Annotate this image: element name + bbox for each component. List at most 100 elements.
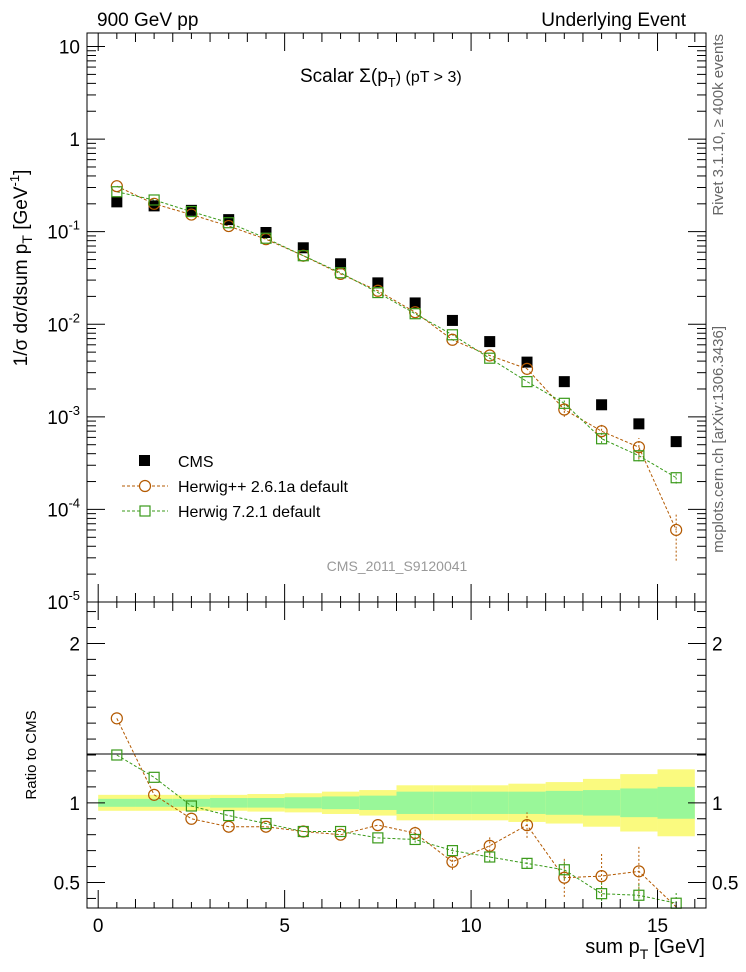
x-tick-label: 0 — [93, 916, 104, 937]
legend-label-cms: CMS — [178, 454, 214, 471]
legend-marker-herwig-pp — [138, 479, 152, 493]
cms-point — [148, 200, 160, 212]
herwig-pp-ratio-point — [185, 812, 198, 825]
band-inner-segment — [247, 798, 285, 808]
cms-point — [223, 214, 235, 226]
mcplots-label: mcplots.cern.ch [arXiv:1306.3436] — [710, 326, 727, 553]
y-tick-label: 10-4 — [47, 495, 80, 521]
herwig7-ratio-point — [633, 889, 645, 901]
herwig-pp-ratio-line — [116, 718, 677, 908]
main-panel: 10-5 10-4 10-3 10-2 10-1 1 10 Scalar Σ(pT) (pT… — [7, 32, 707, 614]
herwig7-line — [116, 191, 677, 479]
cms-point — [185, 204, 197, 216]
cms-point — [409, 297, 421, 309]
cms-point — [297, 242, 309, 254]
band-inner-segment — [210, 798, 248, 808]
band-inner-segment — [359, 795, 397, 810]
herwig-pp-point — [520, 362, 534, 375]
herwig7-ratio-point — [223, 809, 235, 822]
herwig7-point — [334, 267, 347, 279]
legend-item-herwig-pp: Herwig++ 2.6.1a default — [122, 479, 348, 496]
herwig7-point — [185, 205, 198, 218]
herwig-pp-point — [558, 403, 571, 416]
y-tick-label: 10-2 — [47, 310, 80, 336]
ratio-y-tick-label: 2 — [69, 634, 80, 655]
main-y-axis-label: 1/σ dσ/dsum pT [GeV-1] — [7, 170, 35, 367]
x-tick-label: 5 — [279, 916, 290, 937]
cms-point — [558, 376, 570, 388]
herwig-pp-ratio-point — [148, 788, 161, 801]
band-inner-segment — [172, 798, 211, 807]
herwig-pp-ratio-point — [446, 855, 459, 868]
ratio-frame — [86, 601, 707, 909]
ratio-y-tick-label: 0.5 — [54, 874, 80, 895]
herwig7-ratio-point — [185, 800, 198, 812]
header-right-label: Underlying Event — [541, 10, 686, 31]
herwig7-ratio-point — [558, 864, 570, 876]
header-left-label: 900 GeV pp — [97, 10, 198, 31]
y-tick-label: 10-1 — [47, 218, 80, 244]
y-tick-label: 10 — [59, 38, 80, 59]
herwig-pp-point — [595, 425, 608, 438]
band-inner-segment — [508, 791, 546, 814]
herwig-pp-ratio-point — [222, 820, 235, 833]
herwig7-ratio-point — [484, 851, 496, 863]
herwig-pp-ratio-point — [110, 712, 123, 725]
main-marks-layer — [110, 180, 683, 561]
ratio-y-axis-label: Ratio to CMS — [23, 710, 40, 799]
herwig-pp-ratio-point — [520, 819, 534, 832]
herwig7-point — [558, 397, 570, 409]
herwig7-point — [297, 250, 309, 262]
main-title: Scalar Σ(pT) (pT > 3) — [300, 66, 462, 90]
band-inner-segment — [284, 797, 322, 809]
herwig7-ratio-point — [111, 749, 123, 761]
cms-point — [670, 436, 682, 448]
ratio-marks-layer — [110, 712, 682, 909]
ratio-y-tick-label-right: 1 — [712, 794, 723, 815]
herwig-pp-ratio-point — [371, 819, 384, 832]
ratio-y-tick-label-right: 0.5 — [712, 874, 738, 895]
herwig7-point — [521, 376, 533, 388]
herwig7-point — [670, 472, 682, 484]
herwig7-ratio-point — [446, 845, 459, 857]
x-tick-label: 10 — [461, 916, 482, 937]
legend: CMS Herwig++ 2.6.1a default Herwig 7.2.1… — [122, 454, 348, 521]
cms-point — [484, 336, 496, 348]
herwig7-ratio-point — [372, 832, 384, 844]
cms-point — [521, 356, 533, 368]
band-inner-segment — [582, 790, 621, 816]
herwig7-point — [111, 186, 123, 198]
ratio-panel: 0.5 0.5 1 1 2 2 0 5 10 15 Ratio to CMS sum pT [Ge… — [23, 601, 738, 962]
ratio-y-tick-label: 1 — [69, 794, 80, 815]
cms-point — [260, 226, 272, 238]
y-tick-label: 1 — [69, 130, 80, 151]
herwig7-point — [484, 352, 496, 364]
herwig7-ratio-point — [409, 833, 421, 846]
band-inner-segment — [471, 791, 509, 814]
herwig7-point — [446, 329, 459, 341]
legend-item-cms: CMS — [139, 454, 214, 471]
herwig7-point — [223, 217, 235, 229]
x-axis-label: sum pT [GeV] — [585, 936, 705, 962]
herwig7-point — [260, 232, 272, 244]
analysis-id-label: CMS_2011_S9120041 — [327, 558, 468, 574]
herwig7-ratio-point — [148, 771, 160, 783]
cms-point — [633, 418, 645, 430]
herwig7-ratio-line — [116, 754, 677, 904]
main-axes-layer: 10-5 10-4 10-3 10-2 10-1 1 10 — [47, 33, 706, 614]
cms-point — [372, 277, 384, 289]
legend-label-herwig7: Herwig 7.2.1 default — [178, 504, 321, 521]
cms-point — [335, 258, 347, 270]
herwig-pp-ratio-point — [558, 871, 571, 884]
cms-point — [596, 399, 608, 411]
cms-point — [446, 314, 458, 326]
y-tick-label: 10-3 — [47, 403, 80, 429]
band-inner-segment — [433, 791, 472, 814]
herwig7-ratio-point — [297, 825, 309, 838]
herwig-pp-point — [670, 523, 683, 537]
band-inner-segment — [545, 790, 583, 815]
ratio-y-tick-label-right: 2 — [712, 634, 723, 655]
herwig7-point — [595, 433, 608, 445]
band-inner-segment — [98, 798, 136, 807]
